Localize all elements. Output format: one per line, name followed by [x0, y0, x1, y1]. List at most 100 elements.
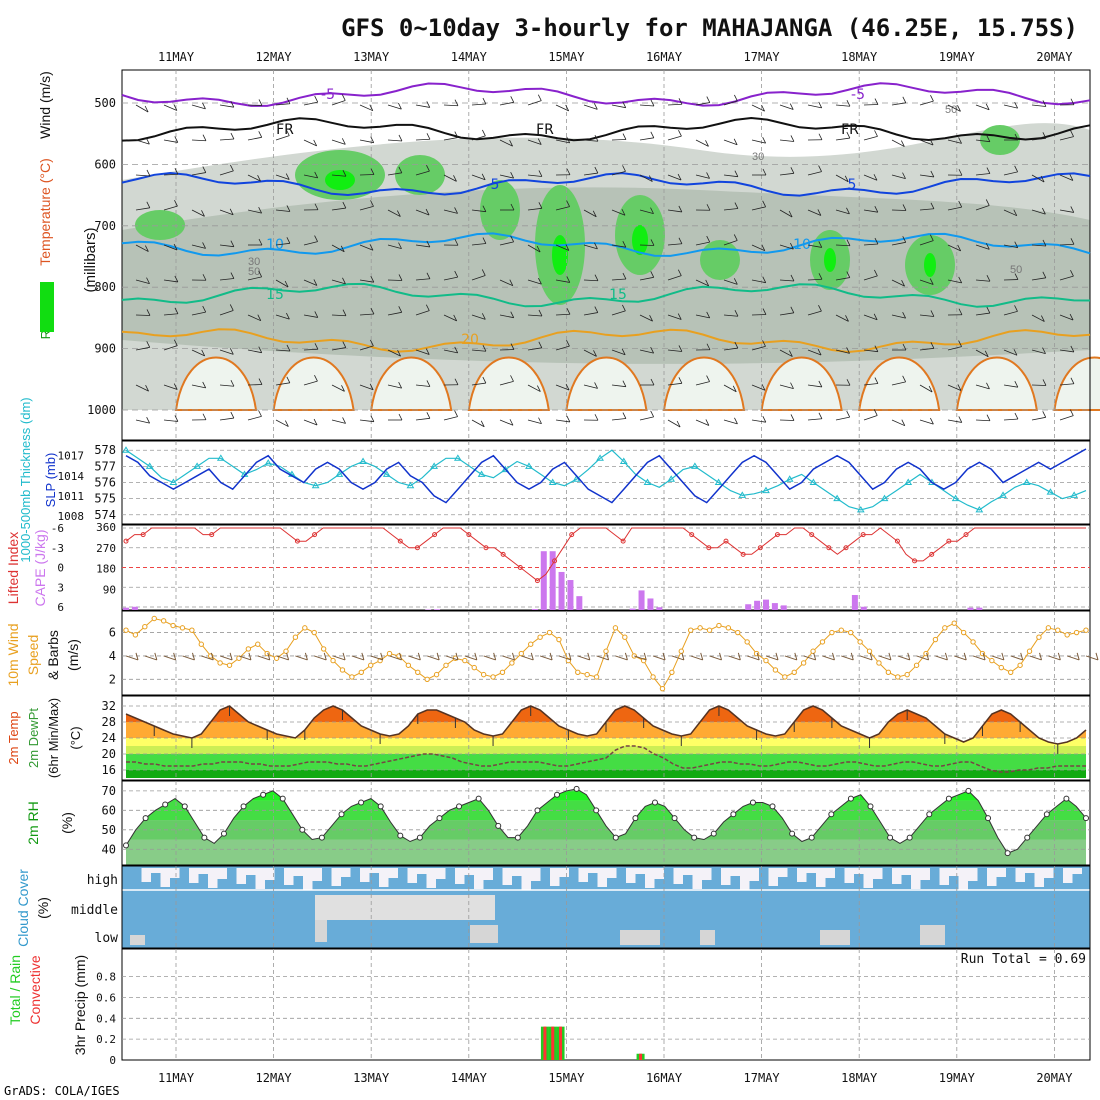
wind-barb [527, 207, 542, 211]
wind-barb-flag [510, 311, 515, 318]
surface-wind-barb [803, 655, 816, 661]
wind-barb [331, 244, 345, 253]
wind-barb [527, 384, 541, 392]
surface-wind-barb [257, 655, 270, 661]
wind-barb-flag [285, 420, 289, 427]
rh-band [126, 839, 1086, 865]
wind-speed-marker [706, 627, 713, 633]
rh-marker [377, 803, 384, 810]
wind-speed-marker [763, 657, 769, 664]
cape-bar [745, 604, 752, 610]
cloud-high-gap [255, 868, 265, 889]
wind-barb [303, 101, 318, 106]
wind-barb [1059, 243, 1075, 246]
wind-barb [275, 314, 290, 320]
wind-barb [555, 313, 571, 316]
wind-barb-flag [985, 243, 990, 250]
wind-barb [219, 244, 234, 248]
isotherm-line [121, 232, 1091, 257]
wind-axis-label-3: & Barbs [45, 630, 61, 680]
day-label-top: 20MAY [1036, 50, 1073, 64]
cloud-low-patch [315, 920, 327, 942]
wind-barb-flag [398, 102, 402, 110]
wind-speed-marker [1055, 627, 1061, 633]
wind-barb [331, 347, 346, 351]
wind-barb-flag [761, 104, 765, 112]
wind-barb [471, 314, 486, 320]
wind-barb-flag [957, 384, 962, 391]
wind-barb-flag [509, 419, 514, 426]
wind-axis-label-1: 10m Wind [5, 623, 21, 686]
thickness-marker [453, 454, 462, 461]
wind-barb [1003, 418, 1018, 421]
wind-barb-flag [1014, 101, 1018, 109]
surface-wind-barb [709, 655, 722, 661]
cloud-high-gap [559, 868, 569, 877]
wind-barb-flag [426, 240, 431, 248]
surface-wind-barb-flag [323, 652, 327, 661]
rh-marker [260, 791, 267, 798]
wind-barb [331, 384, 345, 392]
wind-barb-flag [342, 309, 347, 316]
wind-barb [863, 243, 878, 246]
wind-barb-flag [594, 382, 598, 389]
li-marker [483, 545, 489, 551]
wind-barb [779, 104, 794, 110]
cape-tick: 180 [96, 563, 116, 576]
cloud-level-label: high [87, 873, 118, 888]
wind-speed-marker [480, 671, 487, 678]
wind-speed-marker [612, 625, 619, 631]
wind-barb [471, 419, 485, 428]
wind-barb [695, 381, 710, 386]
cloud-high-gap [645, 868, 655, 888]
wind-barb-flag [174, 199, 178, 207]
thickness-marker [691, 462, 699, 469]
wind-barb-flag [537, 138, 542, 145]
wind-barb [807, 171, 822, 176]
wind-barb [807, 244, 822, 248]
slp-tick: 1014 [58, 470, 85, 483]
cape-bar [576, 596, 583, 610]
wind-barb-flag [818, 241, 823, 248]
rh-marker [985, 815, 992, 822]
cloud-high-gap [958, 868, 968, 890]
wind-speed-marker [951, 620, 957, 626]
wind-barb [751, 139, 766, 144]
wind-barb-flag [846, 131, 851, 139]
slp-tick: 1011 [58, 490, 85, 503]
wind-barb-flag [480, 420, 485, 427]
wind-barb [499, 314, 514, 319]
wind-speed-marker [866, 648, 873, 654]
wind-barb [723, 279, 738, 285]
wind-barb [527, 419, 542, 425]
cloud-high-gap [160, 868, 170, 887]
wind-barb-flag [510, 171, 514, 179]
day-label-top: 11MAY [158, 50, 195, 64]
wind-barb [499, 419, 514, 426]
wind-barb [443, 416, 458, 421]
wind-barb [975, 312, 990, 316]
surface-wind-barb-flag [267, 652, 271, 661]
wind-barb [331, 419, 346, 424]
wind-barb-flag [397, 349, 401, 357]
wind-barb-flag [650, 271, 655, 278]
li-marker [569, 532, 575, 538]
wind-barb [471, 209, 486, 213]
wind-speed-marker [998, 664, 1004, 671]
wind-barb [219, 170, 234, 176]
wind-barb-flag [930, 94, 934, 102]
rh-legend-swatch [40, 282, 54, 332]
li-marker [912, 558, 918, 564]
wind-barb-flag [706, 311, 711, 319]
cloud-high-gap [284, 868, 294, 885]
isotherm-line [121, 328, 1091, 354]
cape-bar [851, 595, 858, 610]
thickness-marker [596, 454, 604, 461]
wind-barb-flag [370, 136, 375, 143]
wind-barb [415, 244, 430, 248]
cloud-high-gap [683, 868, 693, 875]
li-tick: 6 [57, 601, 64, 614]
wind-speed-marker [669, 669, 675, 675]
wind-barb [471, 135, 486, 141]
day-label-top: 12MAY [256, 50, 293, 64]
